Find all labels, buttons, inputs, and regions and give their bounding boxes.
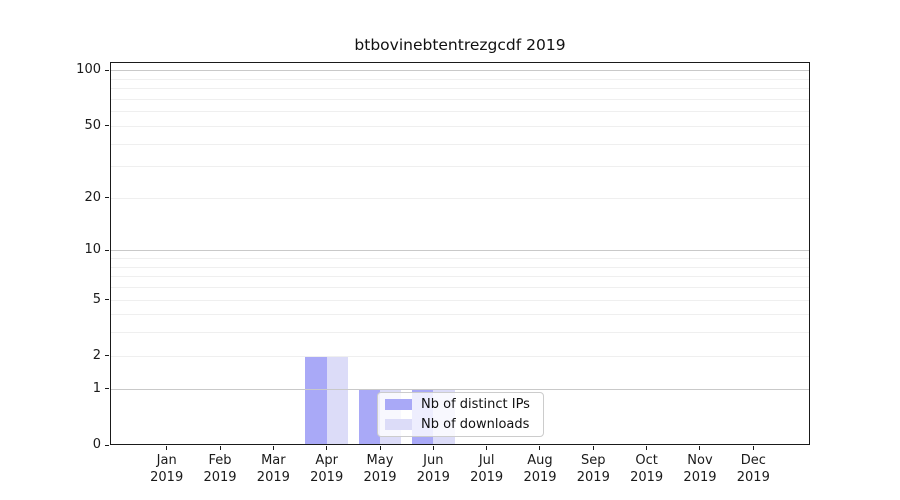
gridline-minor	[111, 197, 809, 199]
x-tick-label-jun: Jun 2019	[403, 453, 463, 486]
bar-downloads-apr	[326, 355, 348, 444]
x-tick-month: Jun	[423, 453, 444, 468]
x-tick-year: 2019	[363, 469, 397, 485]
legend-row-downloads: Nb of downloads	[385, 416, 536, 433]
x-tick-label-dec: Dec 2019	[723, 453, 783, 486]
chart-title: btbovinebtentrezgcdf 2019	[354, 36, 566, 54]
x-tick-label-jan: Jan 2019	[137, 453, 197, 486]
gridline-minor	[111, 299, 809, 301]
gridline-minor	[111, 276, 809, 278]
y-tick-label: 20	[84, 189, 101, 205]
legend-swatch-distinct-ips	[385, 399, 412, 410]
x-tick-label-mar: Mar 2019	[243, 453, 303, 486]
x-tick-month: Aug	[527, 453, 553, 468]
gridline-minor	[111, 111, 809, 113]
y-tick	[105, 388, 109, 390]
x-tick-year: 2019	[256, 469, 290, 485]
y-tick	[105, 125, 109, 127]
x-tick-month: Nov	[687, 453, 713, 468]
x-tick-year: 2019	[683, 469, 717, 485]
x-tick-year: 2019	[310, 469, 344, 485]
y-tick-label: 1	[92, 380, 101, 396]
x-tick-label-oct: Oct 2019	[617, 453, 677, 486]
gridline-minor	[111, 125, 809, 127]
gridline-minor	[111, 88, 809, 90]
y-tick	[105, 355, 109, 357]
x-tick	[646, 446, 648, 450]
y-tick-label: 0	[92, 437, 101, 452]
gridline-minor	[111, 314, 809, 316]
y-tick	[105, 69, 109, 71]
gridline-major	[111, 250, 809, 252]
x-tick-month: Feb	[208, 453, 232, 468]
gridline-minor	[111, 355, 809, 357]
x-tick-label-jul: Jul 2019	[457, 453, 517, 486]
gridline-minor	[111, 332, 809, 334]
x-tick-label-apr: Apr 2019	[297, 453, 357, 486]
x-tick	[219, 446, 221, 450]
x-tick	[592, 446, 594, 450]
x-tick-month: Mar	[261, 453, 286, 468]
x-tick	[326, 446, 328, 450]
gridline-minor	[111, 266, 809, 268]
gridline-minor	[111, 143, 809, 145]
gridline-major	[111, 70, 809, 72]
x-tick	[752, 446, 754, 450]
x-tick-month: Apr	[315, 453, 338, 468]
x-tick-month: Jan	[156, 453, 177, 468]
gridline-major	[111, 388, 809, 390]
legend-label-downloads: Nb of downloads	[421, 417, 530, 432]
x-tick-label-aug: Aug 2019	[510, 453, 570, 486]
x-tick-month: Dec	[740, 453, 766, 468]
x-tick-label-nov: Nov 2019	[670, 453, 730, 486]
x-tick-year: 2019	[416, 469, 450, 485]
x-tick-year: 2019	[630, 469, 664, 485]
y-tick	[105, 249, 109, 251]
y-tick-label: 2	[92, 347, 101, 363]
y-tick-label: 50	[84, 117, 101, 133]
legend-swatch-downloads	[385, 419, 412, 430]
x-tick-year: 2019	[470, 469, 504, 485]
legend: Nb of distinct IPs Nb of downloads	[377, 392, 544, 437]
legend-label-distinct-ips: Nb of distinct IPs	[421, 397, 530, 412]
x-tick-month: Jul	[478, 453, 495, 468]
x-tick	[539, 446, 541, 450]
x-tick	[166, 446, 168, 450]
x-tick	[699, 446, 701, 450]
x-tick-label-feb: Feb 2019	[190, 453, 250, 486]
gridline-minor	[111, 258, 809, 260]
x-tick-year: 2019	[576, 469, 610, 485]
x-tick	[486, 446, 488, 450]
x-tick-year: 2019	[736, 469, 770, 485]
gridline-minor	[111, 98, 809, 100]
legend-row-distinct-ips: Nb of distinct IPs	[385, 396, 536, 413]
x-tick-label-may: May 2019	[350, 453, 410, 486]
y-tick-label: 5	[92, 291, 101, 307]
x-tick	[432, 446, 434, 450]
x-tick-year: 2019	[523, 469, 557, 485]
y-tick-label: 10	[84, 242, 101, 258]
x-tick-year: 2019	[203, 469, 237, 485]
x-tick-month: Oct	[635, 453, 658, 468]
y-tick	[105, 444, 109, 446]
gridline-minor	[111, 166, 809, 168]
gridline-minor	[111, 287, 809, 289]
x-tick-year: 2019	[150, 469, 184, 485]
plot-border	[110, 62, 810, 445]
x-tick-month: Sep	[581, 453, 606, 468]
bar-distinct-ips-apr	[305, 355, 327, 444]
y-tick-label: 100	[76, 62, 101, 78]
x-tick	[272, 446, 274, 450]
x-tick-label-sep: Sep 2019	[563, 453, 623, 486]
y-tick	[105, 197, 109, 199]
bar-distinct-ips-may	[358, 388, 380, 444]
x-tick	[379, 446, 381, 450]
gridline-minor	[111, 78, 809, 80]
x-tick-month: May	[366, 453, 394, 468]
y-tick	[105, 299, 109, 301]
